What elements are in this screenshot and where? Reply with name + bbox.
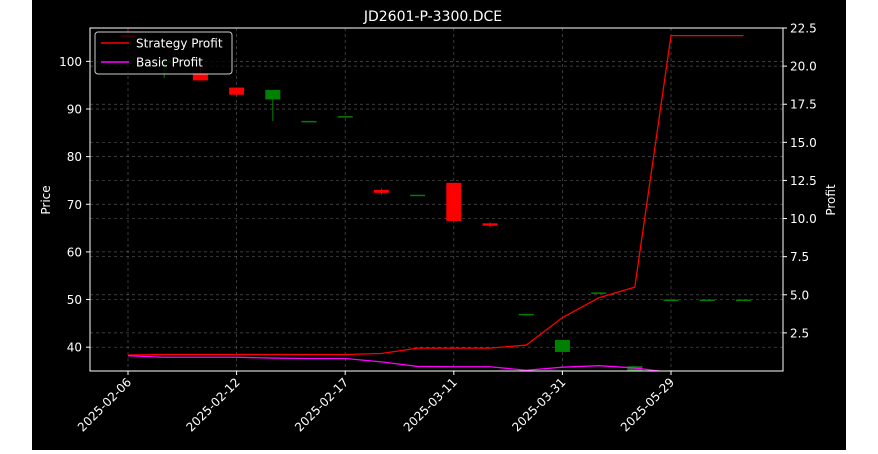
plot-frame bbox=[89, 27, 784, 372]
candle-body bbox=[554, 340, 570, 352]
candle-body bbox=[518, 313, 534, 316]
y-right-tick-label: 20.0 bbox=[790, 60, 817, 74]
y-axis-left: 40 50 60 70 80 90 100 bbox=[59, 55, 90, 355]
candle-body bbox=[482, 223, 498, 226]
y-right-tick-label: 10.0 bbox=[790, 212, 817, 226]
y-right-tick-label: 17.5 bbox=[790, 98, 817, 112]
y-right-tick-label: 12.5 bbox=[790, 174, 817, 188]
y-tick-label: 70 bbox=[67, 198, 82, 212]
y-right-tick-label: 22.5 bbox=[790, 22, 817, 36]
legend: Strategy Profit Basic Profit bbox=[94, 31, 233, 75]
candlesticks bbox=[120, 30, 751, 371]
x-tick-label: 2025-02-06 bbox=[75, 375, 134, 434]
chart-figure: JD2601-P-3300.DCE 40 50 60 70 80 90 100 2.5 5.0… bbox=[32, 0, 846, 450]
plot-area bbox=[120, 30, 751, 371]
candle-body bbox=[192, 73, 208, 81]
x-tick-label: 2025-03-31 bbox=[509, 375, 568, 434]
y-tick-label: 80 bbox=[67, 150, 82, 164]
x-tick-label: 2025-02-12 bbox=[184, 375, 243, 434]
x-tick-label: 2025-05-29 bbox=[618, 375, 677, 434]
candle-body bbox=[373, 189, 389, 193]
candle-body bbox=[265, 89, 281, 100]
y-tick-label: 50 bbox=[67, 293, 82, 307]
legend-label-basic: Basic Profit bbox=[136, 56, 203, 70]
candle-body bbox=[301, 120, 317, 123]
candle-body bbox=[699, 299, 715, 302]
candle-body bbox=[446, 182, 462, 221]
candle-body bbox=[627, 366, 643, 371]
y-right-tick-label: 7.5 bbox=[790, 250, 809, 264]
chart-title: JD2601-P-3300.DCE bbox=[363, 9, 502, 25]
y-right-tick-label: 5.0 bbox=[790, 288, 809, 302]
candle-body bbox=[663, 299, 679, 302]
y-axis-label-left: Price bbox=[39, 185, 53, 214]
strategy-profit-line bbox=[127, 34, 744, 356]
profit-lines bbox=[127, 34, 744, 371]
x-tick-label: 2025-02-17 bbox=[292, 375, 351, 434]
candle-body bbox=[591, 292, 607, 294]
chart-svg: JD2601-P-3300.DCE 40 50 60 70 80 90 100 2.5 5.0… bbox=[39, 9, 838, 434]
candle-body bbox=[735, 299, 751, 302]
y-right-tick-label: 2.5 bbox=[790, 326, 809, 340]
legend-box bbox=[94, 31, 233, 75]
y-tick-label: 100 bbox=[59, 55, 82, 69]
legend-label-strategy: Strategy Profit bbox=[136, 37, 223, 51]
y-axis-right: 2.5 5.0 7.5 10.0 12.5 15.0 17.5 20.0 22.5 bbox=[783, 22, 817, 340]
y-axis-label-right: Profit bbox=[824, 184, 838, 216]
y-tick-label: 60 bbox=[67, 245, 82, 259]
candle-body bbox=[410, 194, 426, 197]
candle-body bbox=[229, 87, 245, 95]
y-tick-label: 90 bbox=[67, 102, 82, 116]
x-axis: 2025-02-06 2025-02-12 2025-02-17 2025-03-11… bbox=[75, 371, 677, 434]
y-tick-label: 40 bbox=[67, 341, 82, 355]
x-tick-label: 2025-03-11 bbox=[401, 375, 460, 434]
y-right-tick-label: 15.0 bbox=[790, 136, 817, 150]
basic-profit-line bbox=[127, 355, 665, 371]
candle-body bbox=[337, 116, 353, 118]
